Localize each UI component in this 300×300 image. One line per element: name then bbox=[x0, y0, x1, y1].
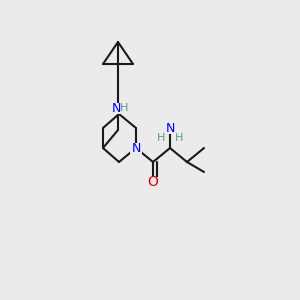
Text: H: H bbox=[157, 133, 165, 143]
Bar bbox=[108, 103, 128, 113]
Bar bbox=[159, 122, 181, 134]
Bar bbox=[130, 142, 142, 154]
Bar bbox=[147, 176, 159, 188]
Text: N: N bbox=[111, 101, 121, 115]
Text: N: N bbox=[165, 122, 175, 134]
Text: N: N bbox=[131, 142, 141, 154]
Text: H: H bbox=[120, 103, 128, 113]
Text: O: O bbox=[148, 175, 158, 189]
Text: H: H bbox=[175, 133, 183, 143]
